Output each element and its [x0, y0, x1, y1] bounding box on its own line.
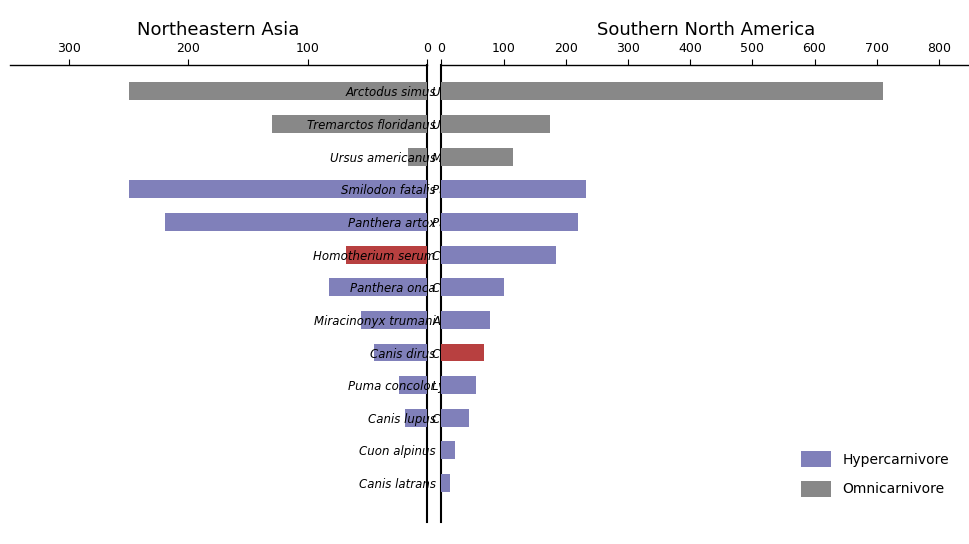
Bar — [441, 246, 556, 263]
Bar — [360, 311, 426, 329]
Bar — [441, 213, 578, 231]
Bar — [441, 82, 882, 100]
Bar — [441, 181, 585, 199]
Bar — [345, 246, 426, 263]
Bar — [271, 115, 426, 133]
Bar — [441, 344, 484, 361]
Bar — [328, 279, 426, 296]
Bar — [441, 279, 503, 296]
Bar — [441, 442, 454, 459]
Bar — [405, 409, 426, 426]
Bar — [441, 409, 468, 426]
Bar — [441, 474, 450, 492]
Title: Northeastern Asia: Northeastern Asia — [137, 21, 299, 39]
Bar — [129, 181, 426, 199]
Bar — [407, 148, 426, 166]
Bar — [374, 344, 426, 361]
Bar — [399, 376, 426, 394]
Bar — [441, 376, 475, 394]
Bar — [441, 311, 489, 329]
Bar — [129, 82, 426, 100]
Title: Southern North America: Southern North America — [596, 21, 814, 39]
Bar — [441, 148, 513, 166]
Bar — [165, 213, 426, 231]
Legend: Hypercarnivore, Omnicarnivore: Hypercarnivore, Omnicarnivore — [786, 437, 962, 511]
Bar — [441, 115, 549, 133]
